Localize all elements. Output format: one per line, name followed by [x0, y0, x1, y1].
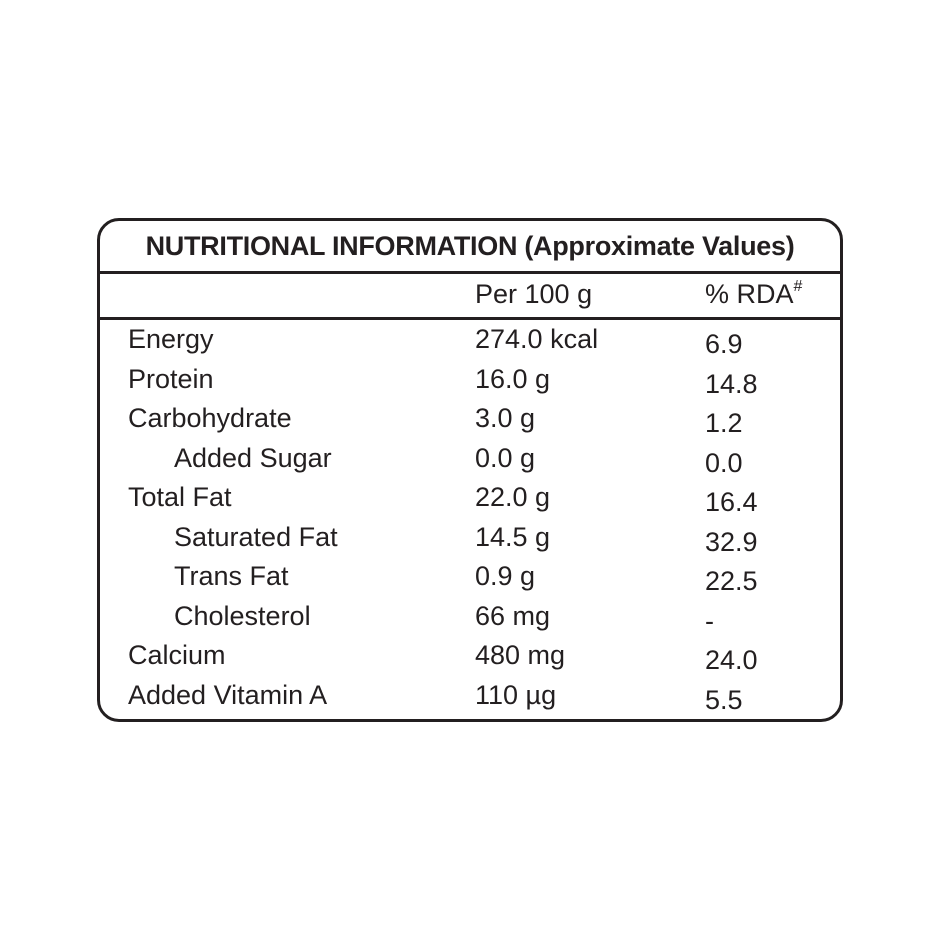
table-row: Added Vitamin A 110 µg 5.5: [100, 676, 840, 716]
nutrient-name: Trans Fat: [174, 561, 289, 591]
table-header-row: Per 100 g % RDA#: [100, 274, 840, 320]
table-row: Trans Fat 0.9 g 22.5: [100, 557, 840, 597]
table-row: Total Fat 22.0 g 16.4: [100, 478, 840, 518]
nutrient-name: Protein: [128, 363, 214, 394]
nutrient-name: Cholesterol: [174, 600, 311, 631]
rda-value: 24.0: [705, 645, 758, 675]
rda-value: -: [705, 605, 714, 636]
table-row: Carbohydrate 3.0 g 1.2: [100, 399, 840, 439]
nutrient-name: Added Sugar: [174, 442, 332, 473]
rda-value: 0.0: [705, 447, 743, 478]
rda-value: 1.2: [705, 408, 743, 438]
per-100g-value: 3.0 g: [475, 403, 536, 433]
nutrition-label: NUTRITIONAL INFORMATION (Approximate Val…: [97, 218, 843, 722]
table-row: Cholesterol 66 mg -: [100, 597, 840, 637]
per-100g-value: 110 µg: [475, 679, 557, 710]
rda-value: 16.4: [705, 487, 758, 517]
nutrient-name: Added Vitamin A: [128, 679, 328, 710]
column-header-per-100g: Per 100 g: [475, 279, 593, 309]
nutrient-name: Energy: [128, 324, 214, 354]
rda-footnote-marker: #: [793, 278, 803, 295]
per-100g-value: 274.0 kcal: [475, 324, 599, 354]
rda-value: 6.9: [705, 329, 743, 359]
column-header-rda: % RDA#: [705, 278, 803, 310]
table-row: Saturated Fat 14.5 g 32.9: [100, 518, 840, 558]
table-row: Calcium 480 mg 24.0: [100, 636, 840, 676]
per-100g-value: 0.9 g: [475, 561, 536, 591]
rda-value: 5.5: [705, 684, 743, 715]
rda-value: 22.5: [705, 566, 758, 596]
rda-value: 32.9: [705, 526, 758, 557]
nutrient-name: Calcium: [128, 640, 226, 670]
nutrient-name: Saturated Fat: [174, 521, 338, 552]
rda-header-text: % RDA: [705, 279, 794, 309]
table-row: Protein 16.0 g 14.8: [100, 360, 840, 400]
table-row: Energy 274.0 kcal 6.9: [100, 320, 840, 360]
table-row: Added Sugar 0.0 g 0.0: [100, 439, 840, 479]
nutrient-name: Total Fat: [128, 482, 232, 512]
per-100g-value: 22.0 g: [475, 482, 551, 512]
per-100g-value: 0.0 g: [475, 442, 536, 473]
label-title: NUTRITIONAL INFORMATION (Approximate Val…: [100, 221, 840, 274]
per-100g-value: 66 mg: [475, 600, 551, 631]
per-100g-value: 16.0 g: [475, 363, 551, 394]
table-body: Energy 274.0 kcal 6.9 Protein 16.0 g 14.…: [100, 320, 840, 715]
nutrient-name: Carbohydrate: [128, 403, 292, 433]
per-100g-value: 480 mg: [475, 640, 566, 670]
per-100g-value: 14.5 g: [475, 521, 551, 552]
rda-value: 14.8: [705, 368, 758, 399]
